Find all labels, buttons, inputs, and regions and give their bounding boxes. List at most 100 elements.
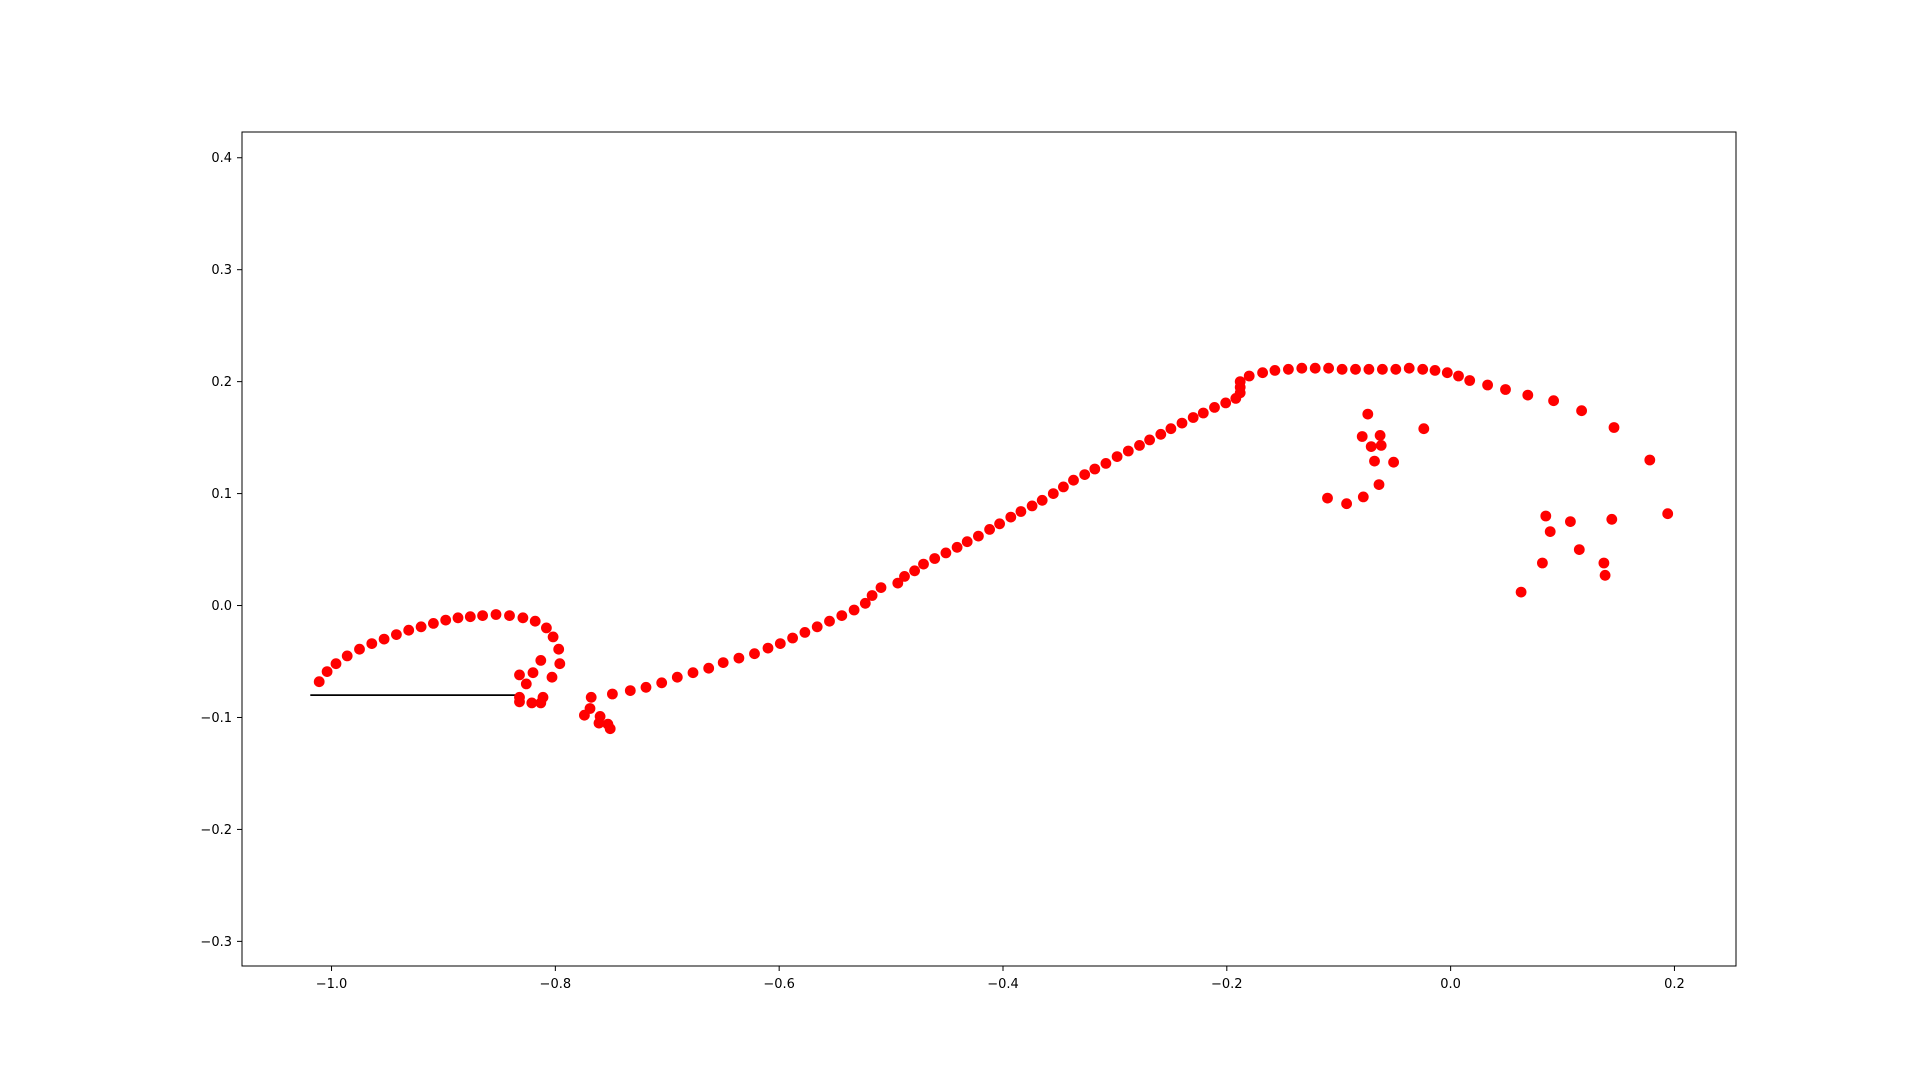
data-point	[554, 658, 566, 670]
data-point	[1100, 458, 1112, 469]
data-point	[1144, 434, 1155, 446]
data-point	[1176, 417, 1188, 429]
data-point	[1540, 510, 1552, 522]
y-tick-label: 0.2	[211, 375, 232, 390]
data-point	[341, 650, 353, 662]
data-point	[529, 615, 541, 627]
data-point	[1089, 463, 1101, 475]
data-point	[1047, 488, 1059, 499]
data-point	[1362, 408, 1374, 420]
data-point	[1058, 481, 1069, 493]
data-point	[1390, 363, 1402, 375]
y-axis: −0.3 −0.2 −0.1 0.0 0.1 0.2 0.3 0.4	[200, 151, 242, 950]
data-point	[1283, 363, 1294, 375]
data-point	[1234, 376, 1246, 387]
data-point	[1350, 363, 1361, 375]
data-point	[1418, 423, 1430, 435]
data-point	[1598, 557, 1610, 569]
data-point	[541, 622, 552, 634]
data-point	[1363, 363, 1375, 375]
data-point	[984, 524, 995, 535]
data-point	[1197, 407, 1209, 419]
data-point	[1005, 511, 1017, 523]
data-point	[607, 688, 618, 700]
data-point	[1068, 474, 1079, 486]
data-point	[787, 632, 798, 644]
data-point	[1356, 431, 1368, 442]
data-point	[1548, 395, 1559, 407]
data-point	[624, 685, 636, 696]
data-point	[378, 633, 390, 645]
data-point	[733, 652, 745, 664]
data-point	[490, 609, 502, 620]
data-point	[452, 612, 464, 624]
data-point	[535, 655, 547, 666]
data-point	[1429, 365, 1441, 376]
data-point	[1464, 375, 1476, 386]
data-point	[1323, 362, 1334, 374]
x-tick-label: −0.4	[987, 977, 1019, 992]
data-point	[909, 565, 920, 577]
data-point	[504, 610, 515, 621]
data-point	[1544, 526, 1556, 537]
data-point	[940, 547, 952, 559]
data-point	[1122, 445, 1134, 457]
data-point	[1573, 544, 1585, 555]
data-point	[584, 703, 596, 714]
data-point	[1296, 362, 1308, 374]
data-point	[1036, 494, 1048, 506]
data-point	[1187, 412, 1199, 423]
data-point	[640, 681, 652, 693]
data-point	[553, 643, 565, 655]
plot-frame	[241, 131, 1737, 967]
data-point	[866, 590, 878, 601]
data-point	[1209, 402, 1220, 413]
data-point	[1336, 363, 1348, 375]
data-point	[994, 518, 1005, 530]
y-tick-label: 0.4	[211, 151, 232, 166]
data-point	[848, 604, 860, 616]
data-point	[1377, 363, 1388, 375]
data-point	[703, 662, 715, 674]
x-tick-label: −0.6	[763, 977, 795, 992]
y-tick-label: 0.1	[211, 487, 232, 502]
y-tick-label: −0.1	[200, 711, 232, 726]
data-point	[824, 615, 835, 627]
data-point	[1243, 370, 1255, 382]
data-point	[477, 610, 488, 621]
data-point	[330, 658, 342, 670]
data-point	[973, 530, 984, 542]
data-point	[440, 614, 452, 626]
data-point	[1341, 498, 1352, 510]
data-point	[1388, 456, 1399, 468]
data-point	[1220, 397, 1232, 409]
data-point	[527, 667, 539, 679]
data-point	[313, 676, 325, 688]
data-point	[1369, 455, 1380, 467]
data-point	[1537, 557, 1548, 569]
data-point	[1662, 508, 1674, 520]
x-tick-label: −0.2	[1211, 977, 1243, 992]
data-point	[366, 638, 378, 649]
data-point	[1015, 506, 1027, 517]
y-tick-label: −0.2	[200, 823, 232, 838]
data-point	[1155, 428, 1167, 440]
data-point	[604, 723, 616, 735]
data-point	[1269, 365, 1281, 376]
data-point	[1403, 362, 1415, 374]
data-point	[961, 536, 973, 548]
data-point	[717, 657, 729, 668]
data-point	[403, 624, 415, 636]
data-point	[391, 629, 402, 640]
data-point	[464, 611, 476, 623]
data-point	[1515, 586, 1527, 598]
data-point	[1357, 491, 1369, 503]
data-point	[1482, 379, 1493, 391]
x-tick-label: −0.8	[540, 977, 572, 992]
data-point	[687, 667, 699, 679]
data-point	[1309, 362, 1321, 374]
data-point	[1500, 384, 1511, 395]
data-point	[899, 571, 910, 582]
